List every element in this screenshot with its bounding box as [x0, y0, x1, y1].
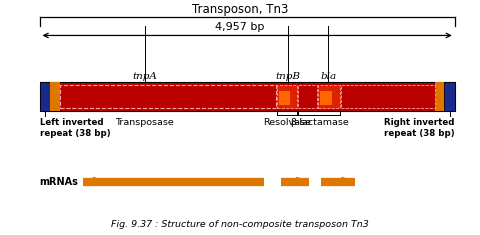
- Text: tnpB: tnpB: [275, 72, 300, 81]
- Text: 4,957 bp: 4,957 bp: [216, 22, 264, 32]
- Text: bla: bla: [320, 72, 336, 81]
- Text: Right inverted
repeat (38 bp): Right inverted repeat (38 bp): [384, 118, 455, 137]
- Text: tnpA: tnpA: [132, 72, 157, 81]
- Bar: [279, 91, 290, 106]
- Text: Transposon, Tn3: Transposon, Tn3: [192, 3, 288, 16]
- Bar: [444, 82, 455, 111]
- Bar: [39, 82, 455, 111]
- Bar: [341, 85, 435, 108]
- Text: Left inverted
repeat (38 bp): Left inverted repeat (38 bp): [39, 118, 110, 137]
- Text: Transposase: Transposase: [115, 118, 174, 127]
- Bar: [50, 82, 60, 111]
- Text: β-lactamase: β-lactamase: [290, 118, 348, 127]
- Bar: [60, 85, 276, 108]
- Bar: [277, 85, 297, 108]
- Bar: [318, 85, 340, 108]
- Text: mRNAs: mRNAs: [39, 176, 78, 187]
- Bar: [39, 82, 50, 111]
- Text: Resolvase: Resolvase: [264, 118, 311, 127]
- Bar: [320, 91, 332, 106]
- Bar: [298, 85, 317, 108]
- Bar: [435, 82, 444, 111]
- Text: Fig. 9.37 : Structure of non-composite transposon Tn3: Fig. 9.37 : Structure of non-composite t…: [111, 220, 369, 229]
